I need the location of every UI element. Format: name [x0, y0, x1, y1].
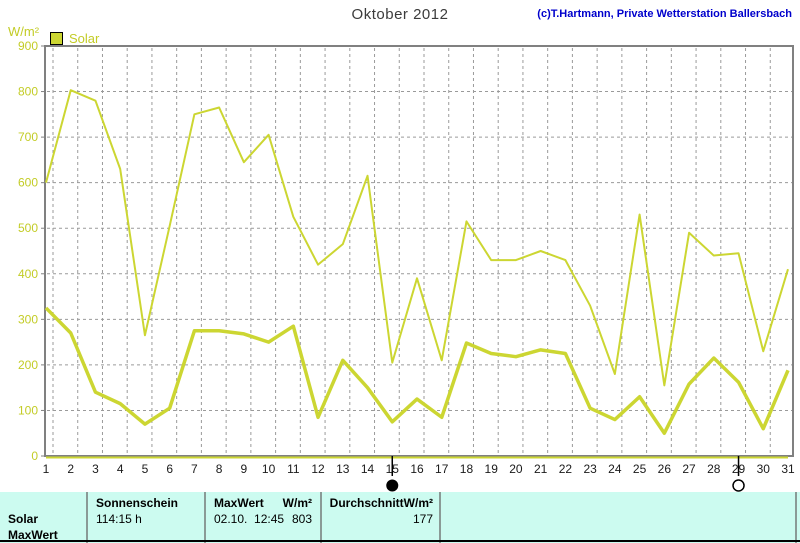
- x-day-label: 28: [707, 462, 721, 476]
- x-day-label: 17: [435, 462, 449, 476]
- x-day-label: 25: [633, 462, 647, 476]
- y-tick-label: 600: [18, 176, 38, 190]
- table-cell-sunshine: Sonnenschein 114:15 h: [88, 492, 206, 543]
- y-tick-label: 300: [18, 312, 38, 326]
- x-day-label: 14: [361, 462, 375, 476]
- x-day-label: 6: [166, 462, 173, 476]
- maxwert-date: 02.10. 12:45: [214, 512, 285, 526]
- x-day-label: 23: [583, 462, 597, 476]
- x-day-label: 22: [559, 462, 573, 476]
- row-header-sensor: Solar: [8, 512, 39, 526]
- y-tick-label: 500: [18, 221, 38, 235]
- y-tick-label: 200: [18, 358, 38, 372]
- x-day-label: 30: [757, 462, 771, 476]
- x-day-label: 26: [658, 462, 672, 476]
- y-tick-label: 800: [18, 85, 38, 99]
- row-header-metric: MaxWert: [8, 528, 58, 542]
- x-day-label: 18: [460, 462, 474, 476]
- x-day-label: 12: [311, 462, 325, 476]
- maxwert-header: MaxWert: [214, 496, 264, 510]
- table-cell-durchschnitt: DurchschnittW/m² 177: [322, 492, 441, 543]
- x-day-label: 1: [43, 462, 50, 476]
- legend: Solar: [50, 31, 99, 46]
- y-tick-label: 900: [18, 39, 38, 53]
- series-avg-line: [44, 306, 790, 435]
- x-day-label: 21: [534, 462, 548, 476]
- x-day-label: 13: [336, 462, 350, 476]
- maxwert-value: 803: [291, 512, 312, 526]
- y-tick-label: 0: [31, 449, 38, 463]
- x-day-label: 20: [509, 462, 523, 476]
- x-day-label: 7: [191, 462, 198, 476]
- x-day-label: 24: [608, 462, 622, 476]
- series-max-line: [45, 89, 789, 387]
- y-axis-unit-label: W/m²: [8, 24, 40, 39]
- table-bottom-border: [0, 540, 800, 542]
- x-day-label: 19: [485, 462, 499, 476]
- plot-frame: [44, 45, 794, 457]
- table-cell-rowheader: Solar MaxWert: [0, 492, 88, 543]
- y-tick-label: 100: [18, 403, 38, 417]
- y-tick-label: 400: [18, 267, 38, 281]
- full-moon-icon: [732, 479, 745, 492]
- copyright-notice: (c)T.Hartmann, Private Wetterstation Bal…: [537, 8, 792, 20]
- x-day-label: 2: [67, 462, 74, 476]
- new-moon-icon: [386, 479, 399, 492]
- summary-table: Solar MaxWert Sonnenschein 114:15 h MaxW…: [0, 492, 800, 543]
- x-day-label: 11: [287, 462, 300, 476]
- x-day-label: 8: [216, 462, 223, 476]
- x-day-label: 4: [117, 462, 124, 476]
- durchschnitt-header: DurchschnittW/m²: [329, 496, 433, 510]
- x-day-label: 10: [262, 462, 276, 476]
- sunshine-value: 114:15 h: [96, 512, 142, 526]
- sunshine-header: Sonnenschein: [96, 496, 179, 510]
- x-day-label: 3: [92, 462, 99, 476]
- durchschnitt-value: 177: [412, 512, 433, 526]
- x-day-label: 27: [682, 462, 696, 476]
- legend-color-swatch-icon: [50, 32, 63, 45]
- y-tick-label: 700: [18, 130, 38, 144]
- x-day-label: 16: [410, 462, 424, 476]
- x-day-label: 5: [142, 462, 149, 476]
- x-day-label: 31: [781, 462, 795, 476]
- table-cell-empty: [441, 492, 797, 543]
- table-cell-maxwert: MaxWert W/m² 02.10. 12:45 803: [206, 492, 322, 543]
- page-title: Oktober 2012: [351, 6, 449, 23]
- x-day-label: 9: [241, 462, 248, 476]
- maxwert-unit: W/m²: [282, 496, 312, 510]
- legend-solar-label: Solar: [69, 31, 100, 46]
